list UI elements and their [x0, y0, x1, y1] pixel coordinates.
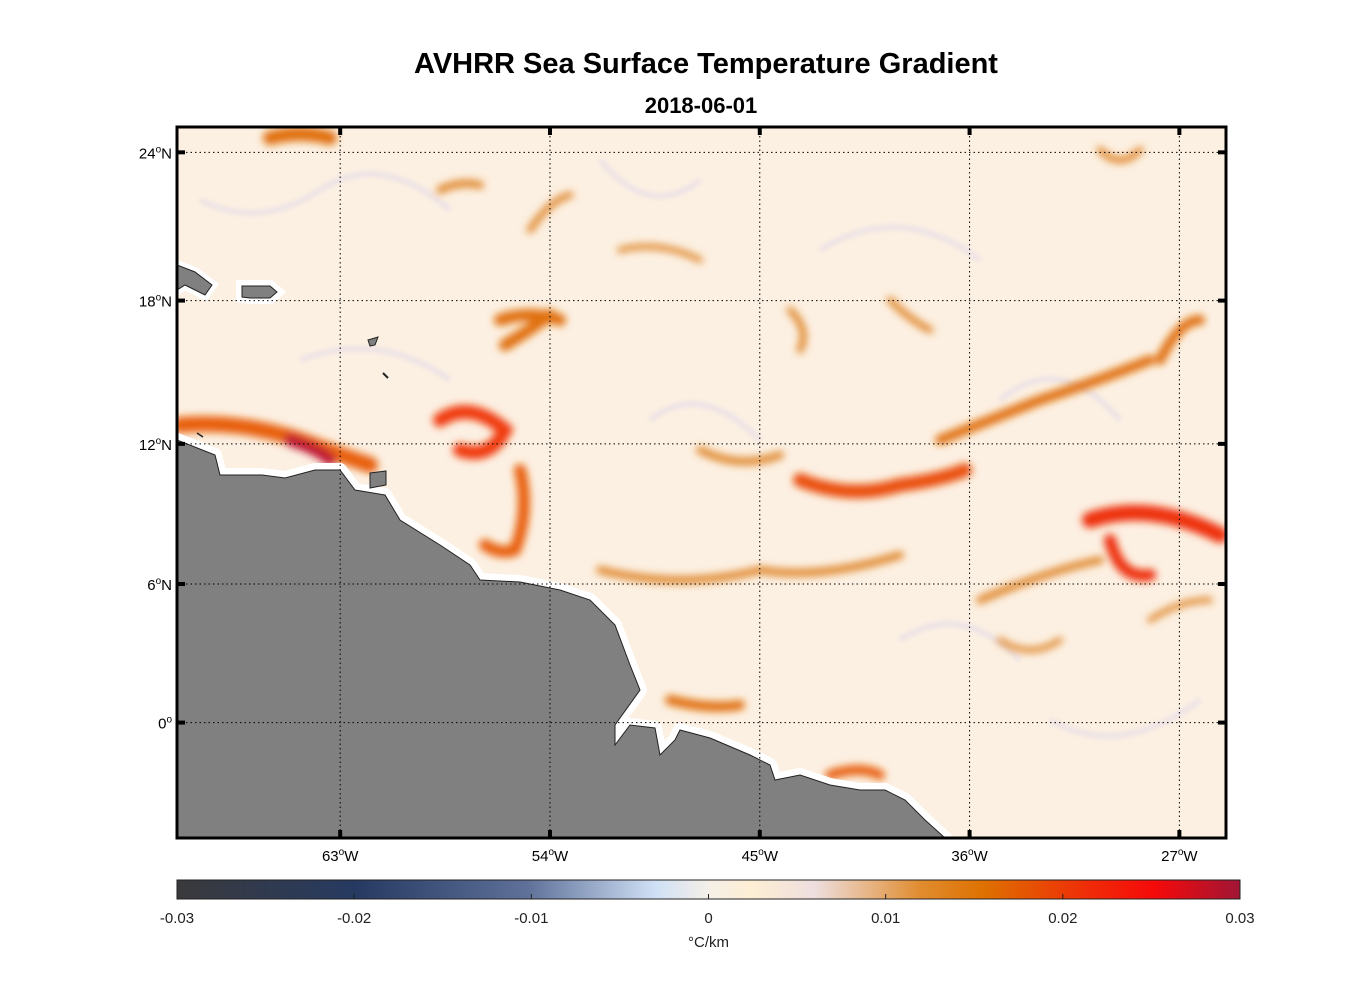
colorbar-tick-label: -0.01 [514, 910, 548, 927]
colorbar-tick-label: -0.02 [337, 910, 371, 927]
colorbar-tick-label: 0 [704, 910, 712, 927]
lon-tick-label: 27oW [1161, 847, 1198, 865]
lon-tick-label: 63oW [322, 847, 359, 865]
gradient-fronts [177, 127, 1226, 780]
colorbar-tick-label: 0.02 [1048, 910, 1077, 927]
colorbar-tick-label: -0.03 [160, 910, 194, 927]
chart-subtitle: 2018-06-01 [644, 93, 758, 118]
map-frame [175, 125, 1228, 840]
graticule [177, 127, 1226, 838]
lon-tick-label: 54oW [532, 847, 569, 865]
lat-tick-label: 24oN [139, 144, 172, 162]
lat-tick-label: 18oN [139, 293, 172, 311]
lat-tick-label: 12oN [139, 436, 172, 454]
lat-tick-label: 6oN [147, 576, 172, 594]
lon-tick-label: 36oW [951, 847, 988, 865]
lat-tick-label: 0o [158, 715, 172, 733]
sst-gradient-field [177, 127, 1226, 838]
colorbar: -0.03 -0.02 -0.01 0 0.01 0.02 0.03 °C/km [160, 879, 1255, 951]
colorbar-tick-label: 0.01 [871, 910, 900, 927]
colorbar-label: °C/km [688, 934, 729, 951]
chart-title: AVHRR Sea Surface Temperature Gradient [414, 48, 998, 80]
lon-tick-label: 45oW [742, 847, 779, 865]
colorbar-tick-label: 0.03 [1225, 910, 1254, 927]
